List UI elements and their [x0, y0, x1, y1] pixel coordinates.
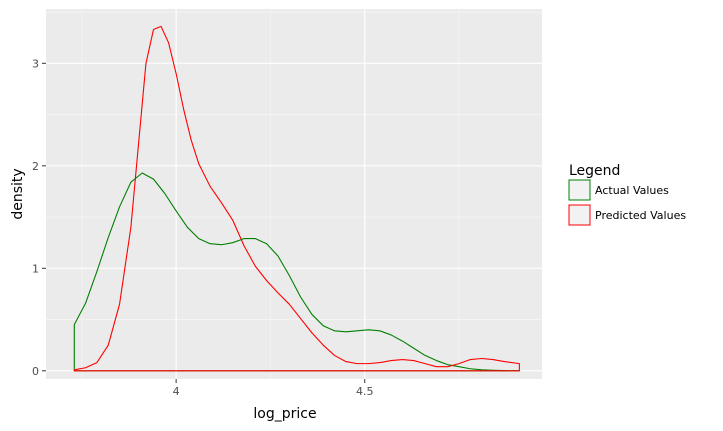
y-axis-title: density: [10, 168, 26, 219]
series-layer: [73, 25, 520, 372]
x-axis-title: log_price: [253, 406, 316, 422]
x-tick-label: 4.5: [356, 385, 374, 398]
x-axis: 4 4.5: [173, 379, 374, 398]
legend-key-1: [568, 204, 591, 226]
y-tick-label: 1: [32, 262, 39, 275]
major-gridlines: [46, 9, 542, 379]
x-tick-label: 4: [173, 385, 180, 398]
series-line-1: [73, 25, 520, 372]
y-tick-label: 2: [32, 160, 39, 173]
y-axis: 0 1 2 3: [32, 57, 46, 378]
plot-panel: [46, 9, 542, 379]
series-line-0: [73, 172, 520, 372]
legend-title: Legend: [569, 163, 620, 179]
legend-key-0: [568, 179, 591, 201]
legend: Legend Actual Values Predicted Values: [568, 163, 686, 226]
legend-label-0: Actual Values: [595, 184, 669, 197]
legend-label-1: Predicted Values: [595, 209, 686, 222]
y-tick-label: 0: [32, 365, 39, 378]
y-tick-label: 3: [32, 57, 39, 70]
minor-gridlines: [46, 9, 542, 379]
